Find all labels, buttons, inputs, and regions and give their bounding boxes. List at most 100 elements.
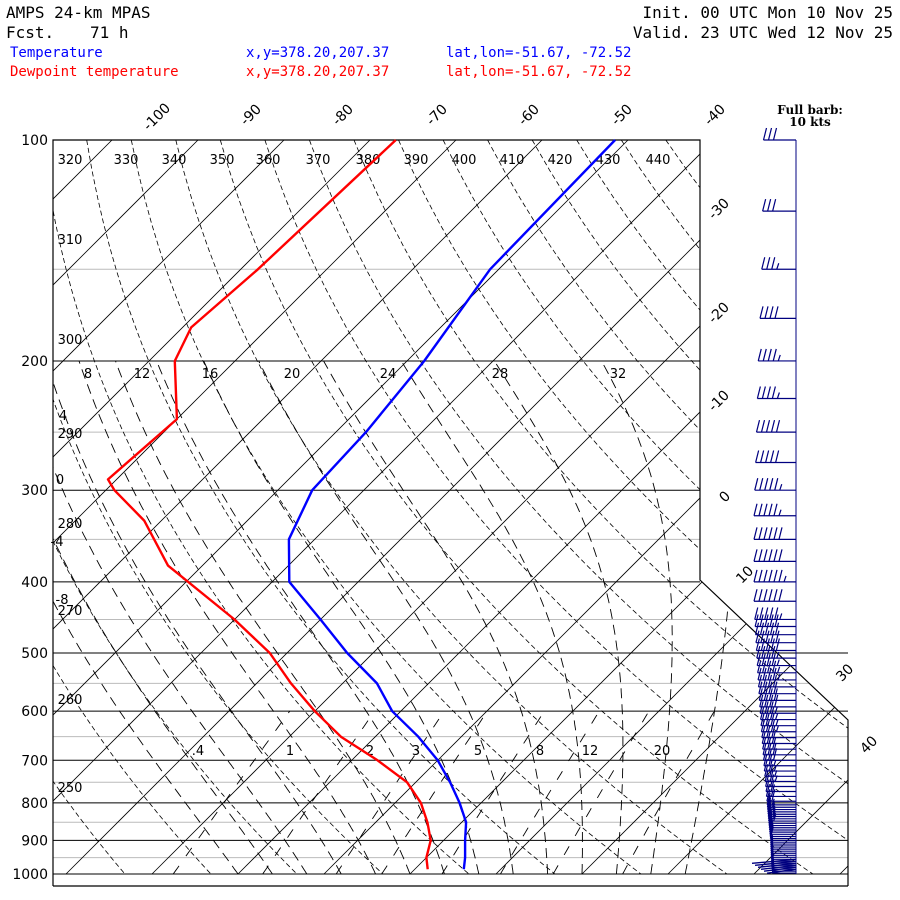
- wind-barb-flag: [772, 660, 777, 673]
- pressure-tick-label: 400: [21, 575, 48, 591]
- wind-barb-half: [771, 801, 775, 808]
- theta-label: 260: [58, 693, 83, 708]
- wind-barb-flag: [773, 688, 778, 701]
- wind-barb-flag: [769, 694, 774, 708]
- wind-barb-flag: [756, 386, 761, 399]
- wind-barb-flag: [758, 569, 763, 583]
- wind-barb-flag: [765, 779, 770, 792]
- wind-barb-flag: [764, 769, 769, 782]
- wind-barb-flag: [759, 478, 764, 491]
- wind-barb-flag: [770, 419, 776, 433]
- wind-barb-flag: [768, 681, 773, 694]
- wind-barb-flag: [764, 607, 769, 620]
- wind-barb-flag: [769, 622, 775, 635]
- moist-adiabat: [494, 360, 624, 875]
- wind-barb-flag: [765, 419, 771, 433]
- forecast-label: Fcst.: [6, 23, 54, 42]
- theta-label: 360: [256, 153, 281, 168]
- wind-barb-flag: [761, 731, 766, 744]
- wind-barb-half: [776, 263, 780, 270]
- wind-barb-flag: [773, 681, 778, 694]
- legend-temperature: Temperature: [10, 45, 103, 61]
- wind-barb-flag: [769, 769, 774, 782]
- wind-barb-flag: [760, 713, 765, 726]
- isotherm-label: 30: [833, 661, 857, 685]
- wind-barb-flag: [767, 804, 772, 817]
- wind-barbs: [751, 127, 797, 874]
- isotherm: [409, 140, 848, 875]
- wind-barb-flag: [778, 569, 783, 583]
- sounding-lines: [106, 139, 616, 870]
- wind-barb-flag: [768, 688, 773, 701]
- isotherm: [53, 140, 113, 875]
- wind-barb-flag: [764, 701, 769, 714]
- mixing-ratio-line: [622, 710, 715, 875]
- wind-barb-flag: [763, 527, 768, 540]
- wind-barb-half: [773, 814, 777, 822]
- dry-adiabat: [665, 140, 848, 875]
- wind-barb-flag: [765, 713, 770, 726]
- mixing-ratio-label: 1: [286, 744, 294, 759]
- isotherm: [667, 140, 848, 875]
- isotherm: [53, 140, 457, 875]
- wind-barb-half: [776, 392, 780, 399]
- surface-barb: [760, 864, 797, 870]
- wind-barb-half: [770, 845, 774, 852]
- surface-barb: [751, 858, 797, 865]
- wind-barb-flag: [772, 127, 778, 141]
- wind-barb-flag: [770, 630, 775, 643]
- isotherm-label: -20: [705, 299, 732, 326]
- wind-barb-flag: [769, 826, 774, 839]
- isotherm-label: 40: [857, 733, 881, 757]
- wind-barb-flag: [766, 257, 771, 270]
- pressure-tick-label: 200: [21, 354, 48, 370]
- wind-barb-flag: [769, 478, 774, 491]
- wind-barb-flag: [759, 694, 764, 708]
- wind-barb-flag: [774, 306, 779, 319]
- wind-barb-flag: [771, 257, 776, 270]
- isotherm-label: -60: [515, 101, 542, 128]
- background-grid: [53, 140, 848, 875]
- dry-adiabat: [53, 140, 212, 875]
- moist-adiabat: [78, 360, 377, 875]
- wind-barb-flag: [771, 653, 776, 666]
- left-edge-label: 0: [56, 473, 64, 488]
- wind-barb-half: [773, 764, 777, 772]
- wind-barb-flag: [771, 731, 776, 744]
- wind-barb-half: [770, 847, 774, 854]
- wind-barb-flag: [767, 127, 773, 141]
- wind-barb-flag: [774, 607, 779, 620]
- wind-barb-half: [770, 851, 774, 858]
- wind-barb-flag: [774, 694, 779, 708]
- model-title: AMPS 24-km MPAS: [6, 3, 151, 22]
- wind-barb-half: [770, 849, 774, 856]
- wind-barb-flag: [753, 569, 758, 583]
- wind-barb-flag: [768, 811, 773, 824]
- isotherm-label: -30: [705, 195, 732, 222]
- barb-note-line2: 10 kts: [789, 115, 831, 129]
- init-time: Init. 00 UTC Mon 10 Nov 25: [643, 3, 893, 22]
- wind-barb-half: [779, 484, 783, 491]
- isotherm: [53, 140, 629, 875]
- wind-barb-flag: [770, 784, 776, 797]
- wind-barb-flag: [757, 674, 763, 688]
- dry-adiabat: [353, 140, 848, 875]
- wind-barb-flag: [768, 503, 773, 516]
- wind-barb-half: [779, 613, 783, 620]
- wind-barb-flag: [766, 386, 771, 399]
- surface-barb: [754, 860, 797, 867]
- theta-label: 270: [58, 604, 83, 619]
- wind-barb-half: [772, 803, 776, 810]
- wind-barb-flag: [760, 450, 765, 463]
- theta-e-label: 24: [380, 367, 397, 382]
- wind-barb-half: [770, 857, 775, 864]
- wind-barb-flag: [769, 822, 774, 835]
- wind-barb-flag: [772, 742, 777, 755]
- wind-barb-flag: [767, 198, 772, 212]
- wind-barb-flag: [754, 607, 759, 620]
- mixing-ratio-label: 2: [366, 744, 374, 759]
- wind-barb-flag: [778, 527, 783, 540]
- wind-barb-flag: [757, 667, 762, 681]
- dewpoint-line: [106, 139, 432, 870]
